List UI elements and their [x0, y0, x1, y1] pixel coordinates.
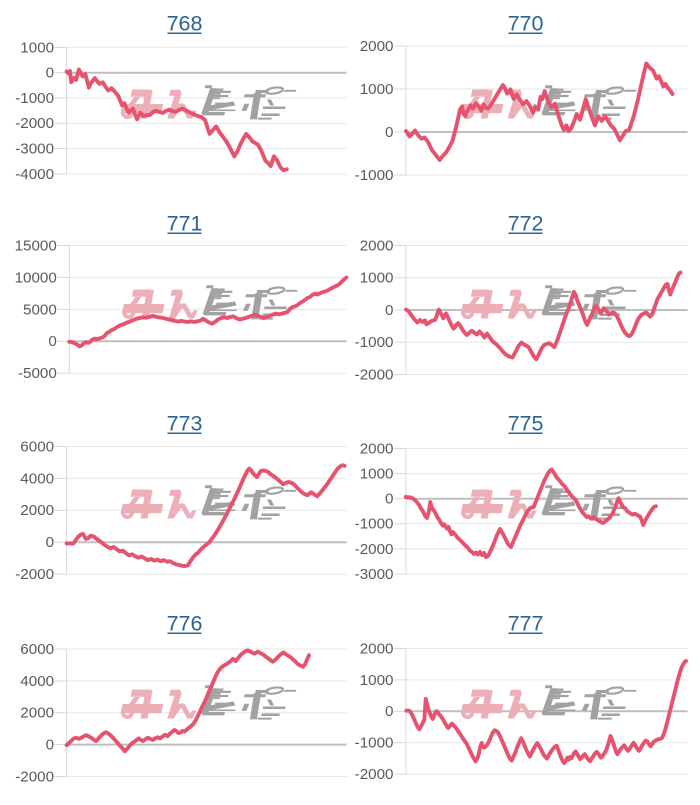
svg-text:775: 775 [508, 411, 544, 435]
svg-text:0: 0 [46, 65, 54, 82]
svg-text:-5000: -5000 [18, 365, 57, 382]
svg-text:777: 777 [508, 611, 544, 635]
svg-text:773: 773 [167, 411, 203, 435]
svg-text:15000: 15000 [15, 237, 57, 254]
svg-text:768: 768 [167, 11, 203, 35]
svg-text:2000: 2000 [360, 237, 394, 254]
svg-text:-3000: -3000 [15, 141, 54, 158]
svg-text:10000: 10000 [15, 269, 57, 286]
svg-text:0: 0 [385, 491, 393, 508]
svg-text:1000: 1000 [360, 466, 394, 483]
svg-text:-4000: -4000 [15, 166, 54, 183]
svg-text:1000: 1000 [360, 270, 394, 287]
svg-text:-3000: -3000 [355, 566, 394, 583]
svg-text:1000: 1000 [360, 672, 394, 689]
svg-text:-2000: -2000 [355, 541, 394, 558]
svg-text:-2000: -2000 [15, 768, 54, 785]
svg-text:771: 771 [167, 211, 203, 235]
svg-text:776: 776 [167, 611, 203, 635]
svg-text:-2000: -2000 [15, 115, 54, 132]
svg-text:1000: 1000 [360, 81, 394, 98]
svg-text:-1000: -1000 [15, 90, 54, 107]
svg-text:0: 0 [48, 333, 56, 350]
svg-text:0: 0 [385, 124, 393, 141]
svg-text:2000: 2000 [360, 440, 394, 457]
svg-text:4000: 4000 [20, 470, 54, 487]
svg-text:770: 770 [508, 11, 544, 35]
svg-text:-2000: -2000 [355, 766, 394, 783]
svg-text:1000: 1000 [20, 39, 54, 56]
svg-text:2000: 2000 [360, 640, 394, 657]
svg-text:5000: 5000 [23, 301, 57, 318]
svg-text:6000: 6000 [20, 641, 54, 658]
svg-text:0: 0 [385, 302, 393, 319]
svg-text:0: 0 [46, 737, 54, 754]
svg-text:6000: 6000 [20, 438, 54, 455]
svg-text:4000: 4000 [20, 673, 54, 690]
svg-text:2000: 2000 [20, 502, 54, 519]
svg-text:-1000: -1000 [355, 735, 394, 752]
svg-text:-1000: -1000 [355, 334, 394, 351]
svg-text:0: 0 [385, 703, 393, 720]
svg-text:0: 0 [46, 534, 54, 551]
svg-text:2000: 2000 [20, 705, 54, 722]
svg-text:-2000: -2000 [15, 566, 54, 583]
svg-text:-1000: -1000 [355, 167, 394, 184]
svg-text:772: 772 [508, 211, 544, 235]
svg-text:-1000: -1000 [355, 516, 394, 533]
svg-text:2000: 2000 [360, 38, 394, 55]
svg-text:-2000: -2000 [355, 366, 394, 383]
